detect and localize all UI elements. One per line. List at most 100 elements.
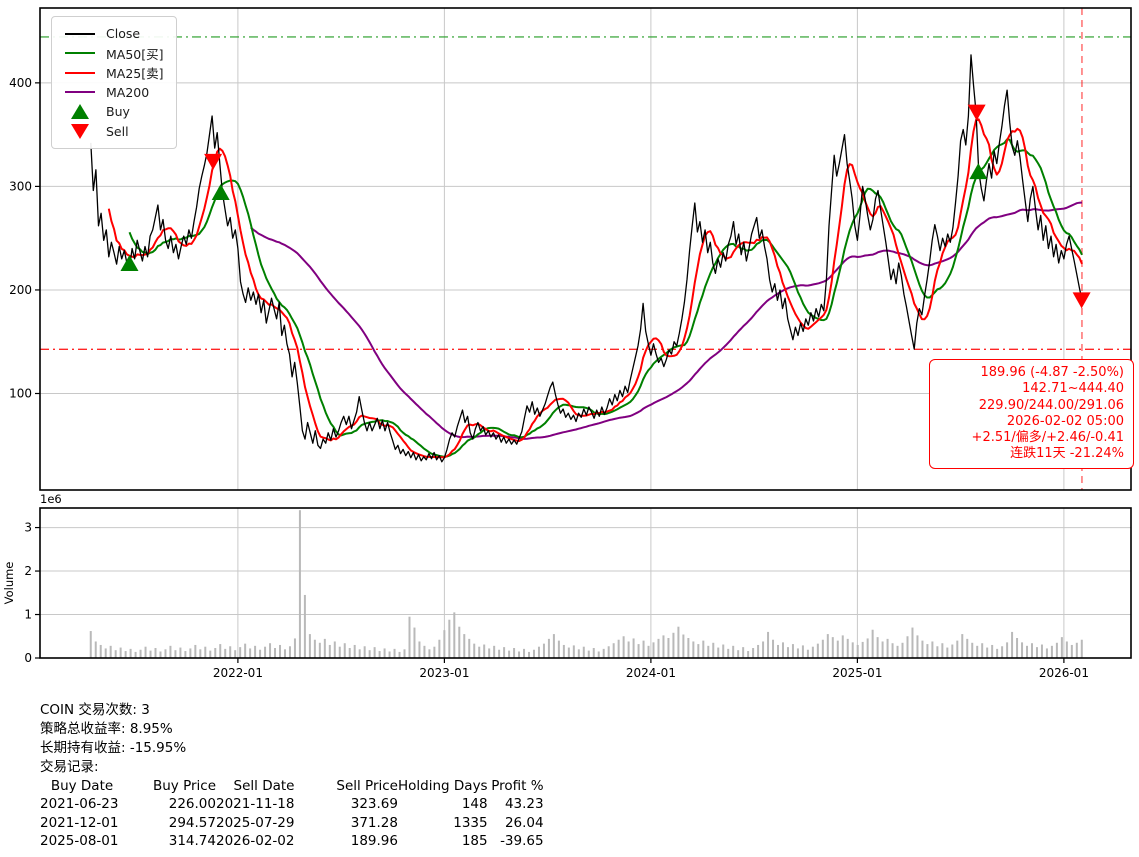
volume-bar (801, 645, 804, 658)
ma25-line-icon (65, 71, 95, 74)
volume-bar (916, 635, 919, 658)
volume-bar (1080, 639, 1083, 658)
volume-bar (1035, 647, 1038, 658)
volume-bar (986, 647, 989, 658)
volume-bar (303, 594, 306, 658)
volume-bar (483, 644, 486, 658)
volume-bar (597, 651, 600, 658)
trade-cell: 43.23 (504, 796, 544, 813)
volume-bar (587, 650, 590, 658)
volume-bar (901, 642, 904, 658)
trade-row: 2025-08-01 314.74 2026-02-02 189.96 185 -39.6… (40, 832, 544, 850)
volume-bar (333, 641, 336, 658)
volume-bar (951, 644, 954, 658)
volume-bar (582, 646, 585, 658)
volume-bar (552, 634, 555, 658)
volume-bar (503, 647, 506, 658)
legend-label: MA25[卖] (106, 66, 164, 82)
close-line-icon (65, 32, 95, 35)
volume-bar (164, 649, 167, 658)
volume-bar (1001, 646, 1004, 658)
volume-bar (836, 640, 839, 658)
trade-cell: 323.69 (350, 796, 398, 813)
volume-bar (478, 646, 481, 658)
volume-bar (1050, 645, 1053, 658)
volume-bar (159, 651, 162, 658)
ma50-line (128, 138, 1083, 458)
legend-item-ma50: MA50[买] (61, 44, 164, 64)
volume-tick-label: 0 (24, 651, 32, 665)
annotation-timestamp: 2026-02-02 05:00 (1006, 413, 1124, 429)
volume-bar (194, 644, 197, 658)
trade-count-line: COIN 交易次数: 3 (40, 702, 150, 718)
volume-bar (881, 641, 884, 658)
volume-bar (443, 630, 446, 658)
trades-col-header: Sell Price (336, 778, 398, 794)
buy-triangle-icon (71, 104, 89, 120)
buy-marker (969, 163, 988, 180)
volume-bar (214, 648, 217, 658)
price-panel-frame (39, 7, 1132, 491)
volume-bar (109, 645, 112, 658)
volume-bar (358, 649, 361, 658)
volume-bar (149, 650, 152, 658)
volume-bar (1021, 642, 1024, 658)
volume-bar (528, 651, 531, 658)
volume-bar (398, 651, 401, 658)
volume-bar (1006, 642, 1009, 658)
volume-bar (229, 646, 232, 658)
volume-bar (433, 646, 436, 658)
price-annotation: 189.96 (-4.87 -2.50%) 142.71~444.40 229.… (929, 359, 1134, 469)
volume-bar (219, 644, 222, 658)
volume-bar (393, 648, 396, 658)
volume-bar (791, 644, 794, 658)
volume-bar (712, 642, 715, 658)
volume-bar (259, 649, 262, 658)
trade-row: 2021-06-23 226.00 2021-11-18 323.69 148 43.23 (40, 795, 544, 813)
volume-bar (104, 648, 107, 658)
trade-cell: 226.00 (168, 796, 216, 813)
volume-bar (458, 626, 461, 658)
volume-bar (607, 646, 610, 658)
ma50-line-icon (65, 52, 95, 55)
buy-marker (211, 184, 230, 201)
volume-bar (274, 648, 277, 658)
volume-bar (602, 648, 605, 658)
ma200-line (250, 201, 1083, 440)
volume-bar (283, 649, 286, 658)
price-tick-label: 200 (9, 283, 32, 297)
volume-bar (811, 646, 814, 658)
volume-bar (378, 651, 381, 658)
volume-bar (169, 645, 172, 658)
legend-label: MA200 (106, 84, 150, 100)
x-tick-label: 2026-01 (1039, 666, 1089, 680)
legend-item-ma25: MA25[卖] (61, 63, 164, 83)
trade-cell: 189.96 (350, 832, 398, 849)
volume-bar (423, 645, 426, 658)
volume-bar (821, 639, 824, 658)
volume-bar (124, 651, 127, 658)
volume-bar (94, 641, 97, 658)
summary-stats: COIN 交易次数: 3 策略总收益率: 8.95% 长期持有收益: -15.9… (40, 701, 544, 850)
volume-bar (279, 644, 282, 658)
volume-bar (572, 645, 575, 658)
trade-cell: 148 (461, 796, 488, 813)
volume-bar (468, 638, 471, 658)
volume-bar (637, 644, 640, 658)
volume-bar (662, 635, 665, 658)
trade-cell: 26.04 (504, 814, 544, 831)
volume-bar (966, 638, 969, 658)
annotation-streak: 连跌11天 -21.24% (1010, 446, 1124, 462)
volume-bar (971, 642, 974, 658)
volume-bar (567, 647, 570, 658)
volume-bar (1045, 648, 1048, 658)
volume-bar (1011, 631, 1014, 658)
volume-bar (856, 644, 859, 658)
hold-return-line: 长期持有收益: -15.95% (40, 740, 187, 756)
volume-bar (448, 619, 451, 658)
volume-bar (722, 644, 725, 658)
volume-bar (996, 648, 999, 658)
volume-bar (438, 639, 441, 658)
volume-bar (677, 626, 680, 658)
volume-bar (298, 510, 301, 658)
